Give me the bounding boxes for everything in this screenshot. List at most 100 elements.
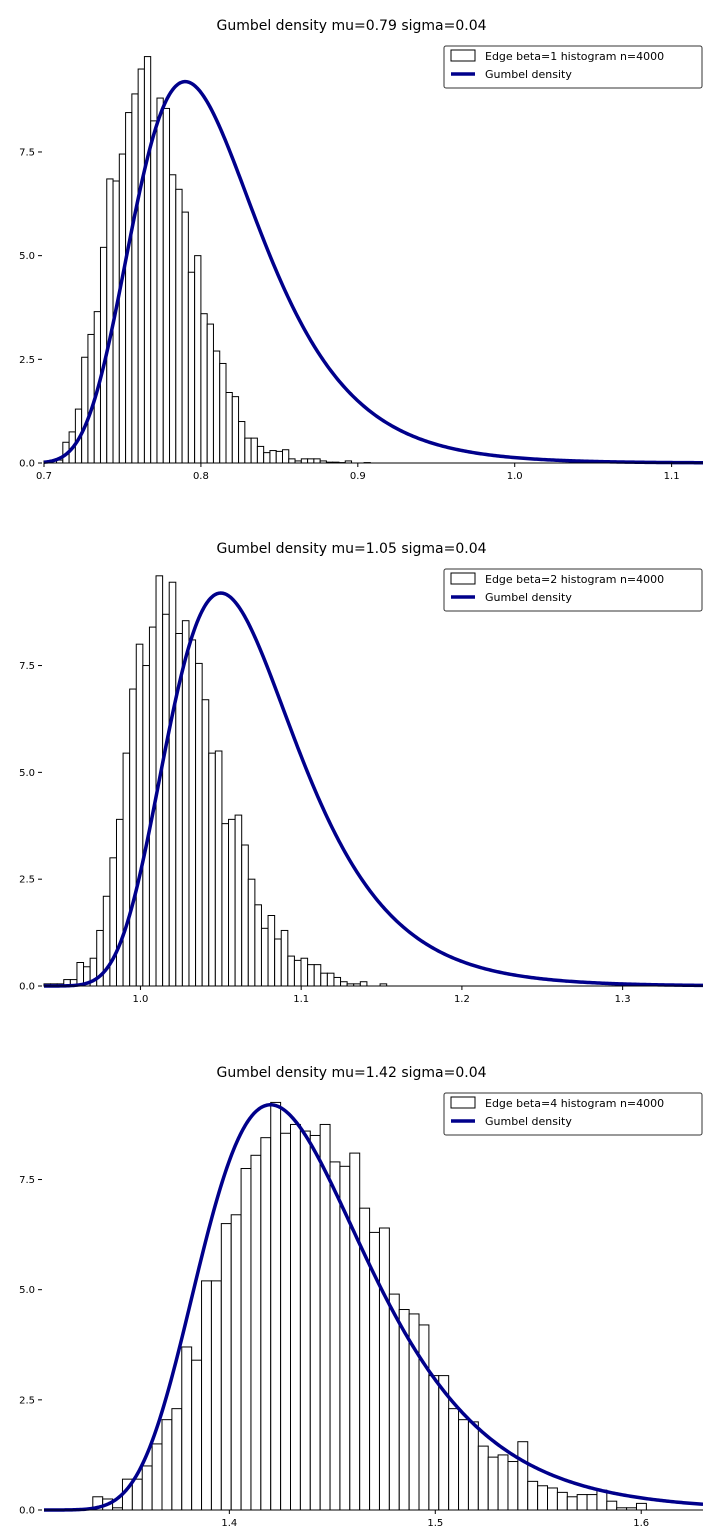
- legend: Edge beta=4 histogram n=4000 Gumbel densi…: [443, 1092, 703, 1136]
- histogram-bar: [201, 1280, 212, 1511]
- histogram-bar: [122, 752, 131, 987]
- histogram-bar: [556, 1491, 568, 1511]
- histogram-bar: [349, 1152, 361, 1511]
- histogram-bar: [307, 458, 315, 464]
- histogram-bar: [388, 1293, 400, 1511]
- histogram-bar: [527, 1480, 539, 1511]
- y-tick-label: 7.5: [19, 1175, 35, 1186]
- histogram-bar: [290, 1123, 301, 1511]
- histogram-bar: [497, 1454, 509, 1511]
- histogram-bar: [181, 620, 190, 987]
- histogram-bar: [194, 255, 202, 464]
- legend-curve-label: Gumbel density: [485, 68, 572, 81]
- histogram-bar: [208, 752, 216, 987]
- histogram-bar: [340, 981, 348, 987]
- histogram-bar: [260, 1137, 272, 1511]
- histogram-bar: [418, 1324, 430, 1511]
- histogram-bar: [275, 450, 283, 464]
- histogram-bar: [156, 97, 164, 464]
- histogram-bar: [260, 927, 269, 987]
- histogram-bar: [143, 56, 152, 464]
- histogram-bar: [378, 1227, 390, 1511]
- histogram-bar: [313, 458, 321, 464]
- histogram-bar: [254, 904, 262, 987]
- x-tick-label: 0.9: [350, 471, 366, 482]
- histogram-bar: [187, 271, 196, 464]
- legend-histogram-swatch: [450, 1096, 476, 1109]
- histogram-bar: [151, 1443, 163, 1511]
- chart-panel-3: Gumbel density mu=1.42 sigma=0.04 1.4 1.5 1…: [19, 1065, 703, 1529]
- histogram-bar: [118, 153, 127, 464]
- histogram-bar: [241, 844, 249, 987]
- gumbel-density-curve: [43, 1103, 703, 1512]
- histogram-bar: [137, 68, 145, 464]
- x-tick-label: 1.0: [507, 471, 523, 482]
- histogram-bar: [238, 421, 246, 464]
- histogram-bars: [92, 1101, 647, 1511]
- histogram-bar: [299, 1130, 311, 1511]
- histogram-bar: [547, 1487, 558, 1511]
- histogram-bar: [256, 445, 265, 464]
- histogram-bar: [142, 665, 150, 987]
- histogram-bar: [212, 350, 221, 464]
- legend-box: [443, 45, 703, 89]
- x-tick-label: 1.5: [427, 1518, 443, 1529]
- y-tick-label: 0.0: [19, 982, 35, 993]
- histogram-bar: [210, 1280, 222, 1511]
- histogram-bar: [195, 662, 203, 987]
- histogram-bar: [267, 915, 276, 987]
- histogram-bar: [274, 938, 282, 987]
- histogram-bar: [76, 962, 85, 987]
- histogram-bar: [329, 1161, 341, 1511]
- histogram-bar: [458, 1419, 469, 1511]
- histogram-bar: [287, 955, 295, 987]
- chart-title: Gumbel density mu=1.42 sigma=0.04: [216, 1065, 486, 1081]
- histogram-bar: [635, 1502, 647, 1511]
- histogram-bar: [220, 1223, 232, 1511]
- histogram-bar: [288, 458, 296, 464]
- histogram-bar: [250, 1154, 262, 1511]
- histogram-bar: [191, 1359, 203, 1511]
- chart-panel-1: Gumbel density mu=0.79 sigma=0.04 0.7 0.8 0…: [19, 18, 703, 482]
- histogram-bar: [467, 1421, 479, 1511]
- legend-histogram-swatch: [450, 572, 476, 585]
- x-tick-label: 1.4: [221, 1518, 237, 1529]
- x-tick-label: 0.8: [193, 471, 209, 482]
- histogram-bar: [576, 1494, 588, 1511]
- legend-histogram-label: Edge beta=1 histogram n=4000: [485, 50, 664, 63]
- histogram-bars: [43, 575, 388, 987]
- histogram-bar: [269, 450, 277, 464]
- y-tick-label: 0.0: [19, 459, 35, 470]
- histogram-bar: [131, 1478, 143, 1511]
- x-tick-label: 1.3: [615, 994, 631, 1005]
- legend: Edge beta=1 histogram n=4000 Gumbel densi…: [443, 45, 703, 89]
- histogram-bar: [263, 452, 271, 464]
- histogram-bar: [326, 972, 335, 987]
- legend-box: [443, 1092, 703, 1136]
- histogram-bar: [240, 1168, 252, 1511]
- x-tick-label: 1.0: [132, 994, 148, 1005]
- legend-histogram-swatch: [450, 49, 476, 62]
- histogram-bar: [293, 959, 302, 987]
- x-tick-label: 1.1: [293, 994, 309, 1005]
- histogram-bar: [281, 449, 290, 464]
- histogram-bar: [586, 1494, 598, 1511]
- histogram-bar: [606, 1500, 618, 1511]
- histogram-bar: [333, 976, 342, 987]
- y-tick-label: 2.5: [19, 875, 35, 886]
- y-tick-label: 7.5: [19, 661, 35, 672]
- histogram-bar: [214, 750, 223, 987]
- histogram-bar: [171, 1408, 183, 1511]
- histogram-bar: [507, 1461, 519, 1511]
- histogram-bar: [487, 1456, 499, 1511]
- histogram-bar: [428, 1375, 440, 1511]
- x-tick-label: 1.2: [454, 994, 470, 1005]
- histogram-bar: [517, 1441, 529, 1511]
- gumbel-density-curve: [43, 591, 703, 988]
- histogram-bar: [162, 107, 171, 464]
- legend-curve-label: Gumbel density: [485, 1115, 572, 1128]
- histogram-bar: [537, 1485, 549, 1511]
- histogram-bar: [225, 392, 233, 464]
- x-tick-label: 0.7: [36, 471, 52, 482]
